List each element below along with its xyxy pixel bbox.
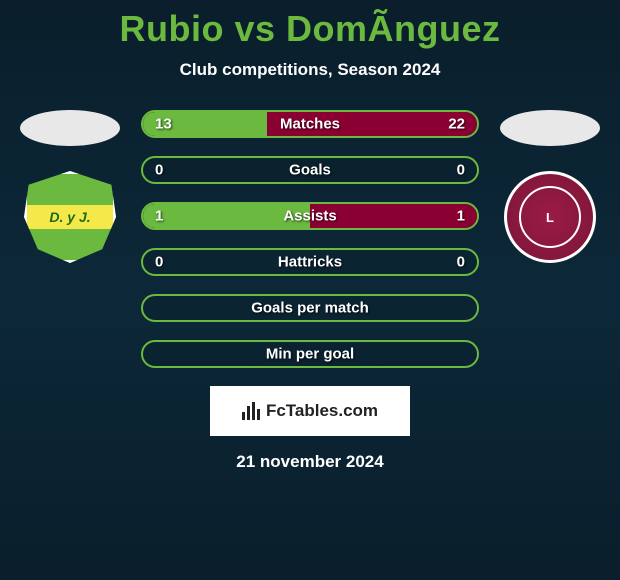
stat-value-right: 1 bbox=[457, 208, 465, 225]
stat-value-right: 22 bbox=[448, 116, 465, 133]
stat-value-left: 13 bbox=[155, 116, 172, 133]
stat-row: Goals per match bbox=[141, 294, 479, 322]
stat-label: Assists bbox=[283, 208, 336, 225]
stat-bars: 13 Matches 22 0 Goals 0 1 Assists 1 0 Hattricks 0 Go… bbox=[141, 110, 479, 368]
stat-label: Goals per match bbox=[251, 300, 369, 317]
bar-chart-icon bbox=[242, 402, 260, 420]
stat-value-left: 0 bbox=[155, 254, 163, 271]
shield-lanus-label: L bbox=[519, 186, 581, 248]
player-right-column: L bbox=[490, 110, 610, 264]
page-title: Rubio vs DomÃ­nguez bbox=[0, 8, 620, 50]
date-line: 21 november 2024 bbox=[0, 452, 620, 472]
shield-dyj-label: D. y J. bbox=[27, 205, 113, 229]
player-left-avatar bbox=[20, 110, 120, 146]
stat-label: Hattricks bbox=[278, 254, 342, 271]
shield-dyj-icon: D. y J. bbox=[24, 171, 116, 263]
stat-value-left: 1 bbox=[155, 208, 163, 225]
club-badge-left: D. y J. bbox=[20, 170, 120, 264]
brand-text: FcTables.com bbox=[266, 401, 378, 421]
stat-value-right: 0 bbox=[457, 254, 465, 271]
stat-value-right: 0 bbox=[457, 162, 465, 179]
club-badge-right: L bbox=[500, 170, 600, 264]
comparison-panel: D. y J. 13 Matches 22 0 Goals 0 1 Assists 1 0 Hatt… bbox=[0, 110, 620, 368]
shield-lanus-icon: L bbox=[504, 171, 596, 263]
stat-row: 0 Goals 0 bbox=[141, 156, 479, 184]
stat-label: Matches bbox=[280, 116, 340, 133]
stat-value-left: 0 bbox=[155, 162, 163, 179]
stat-row: 1 Assists 1 bbox=[141, 202, 479, 230]
stat-row: 0 Hattricks 0 bbox=[141, 248, 479, 276]
player-left-column: D. y J. bbox=[10, 110, 130, 264]
page-subtitle: Club competitions, Season 2024 bbox=[0, 60, 620, 80]
player-right-avatar bbox=[500, 110, 600, 146]
stat-label: Min per goal bbox=[266, 346, 354, 363]
brand-bar: FcTables.com bbox=[210, 386, 410, 436]
stat-row: Min per goal bbox=[141, 340, 479, 368]
stat-row: 13 Matches 22 bbox=[141, 110, 479, 138]
stat-label: Goals bbox=[289, 162, 331, 179]
